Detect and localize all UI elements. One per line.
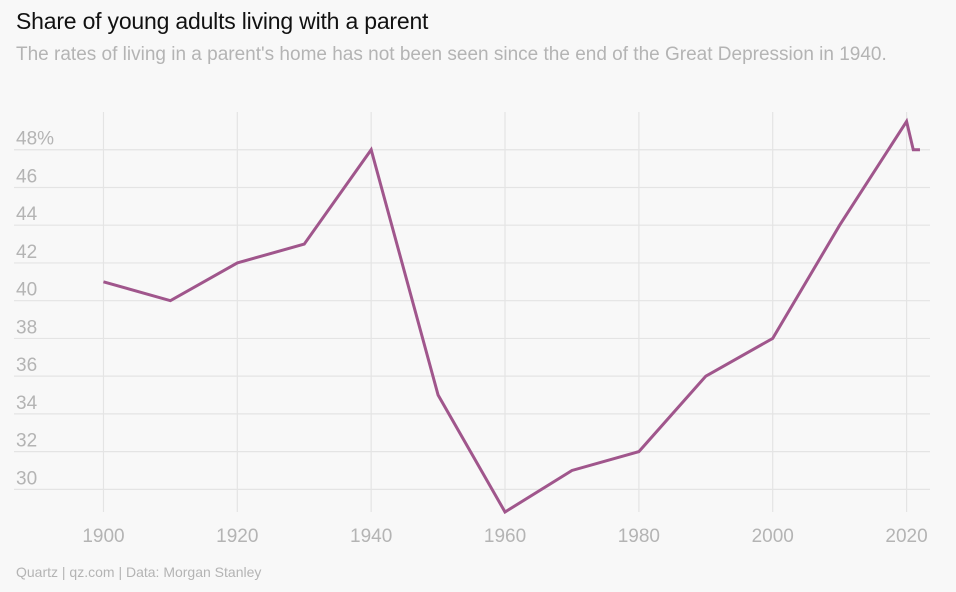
y-tick-label-38: 38: [16, 317, 37, 338]
x-gridlines: [102, 112, 908, 512]
y-tick-label-30: 30: [16, 468, 37, 489]
y-tick-label-44: 44: [16, 204, 38, 225]
y-tick-label-46: 46: [16, 166, 37, 187]
y-tick-label-42: 42: [16, 242, 37, 263]
x-tick-label-2020: 2020: [885, 526, 927, 547]
x-tick-label-1920: 1920: [216, 526, 258, 547]
y-tick-label-32: 32: [16, 431, 37, 452]
x-tick-label-1940: 1940: [350, 526, 392, 547]
x-tick-label-1900: 1900: [82, 526, 124, 547]
y-tick-label-40: 40: [16, 280, 37, 301]
chart-title: Share of young adults living with a pare…: [16, 8, 429, 34]
x-tick-label-1960: 1960: [484, 526, 526, 547]
y-gridlines: [14, 149, 930, 490]
source-credit: Quartz | qz.com | Data: Morgan Stanley: [16, 564, 262, 580]
x-tick-labels: 1900 1920 1940 1960 1980 2000 2020: [82, 526, 927, 547]
y-tick-label-48: 48%: [16, 129, 54, 150]
y-tick-label-36: 36: [16, 355, 37, 376]
x-tick-label-1980: 1980: [618, 526, 660, 547]
x-tick-label-2000: 2000: [752, 526, 794, 547]
series-lines: [103, 117, 920, 515]
y-tick-label-34: 34: [16, 393, 38, 414]
y-tick-labels: 30 32 34 36 38 40 42 44 46 48%: [16, 129, 54, 490]
chart-subtitle: The rates of living in a parent's home h…: [16, 44, 887, 65]
series-line-0: [103, 117, 920, 515]
